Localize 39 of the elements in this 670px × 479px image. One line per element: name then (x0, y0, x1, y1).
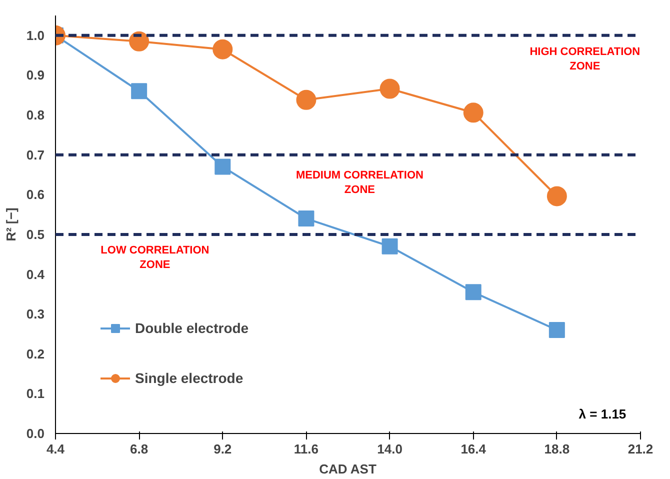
x-tick-label: 9.2 (214, 442, 232, 456)
y-tick-label: 0.3 (26, 306, 45, 322)
x-tick-label: 18.8 (544, 442, 570, 456)
y-tick-label: 0.7 (26, 147, 45, 162)
x-tick-label: 6.8 (130, 442, 148, 456)
x-tick-label: 14.0 (377, 442, 402, 456)
legend-label: Single electrode (135, 370, 244, 386)
x-tick-label: 11.6 (294, 442, 319, 456)
y-tick-label: 0.6 (26, 187, 45, 202)
point (298, 210, 314, 227)
y-tick-label: 0.1 (26, 386, 45, 402)
point (546, 186, 567, 206)
point (463, 102, 484, 123)
y-tick-label: 1.0 (26, 28, 45, 43)
point (296, 90, 316, 110)
x-axis-title: CAD AST (319, 462, 376, 476)
x-tick-label: 4.4 (46, 442, 66, 456)
point (548, 322, 565, 338)
y-axis-title: R² [−] (3, 208, 18, 242)
point (214, 158, 231, 175)
point (380, 78, 400, 99)
point (212, 39, 233, 60)
annotation: HIGH CORRELATION ZONE (530, 46, 640, 73)
y-tick-label: 0.0 (26, 426, 45, 441)
annotation: λ = 1.15 (578, 406, 626, 422)
point (131, 83, 148, 100)
y-tick-label: 0.4 (26, 266, 46, 282)
y-tick-label: 0.8 (26, 108, 45, 123)
point (465, 284, 482, 300)
x-tick-label: 16.4 (460, 442, 487, 456)
annotation: MEDIUM CORRELATION ZONE (296, 170, 424, 196)
y-tick-label: 0.9 (26, 68, 45, 83)
y-tick-label: 0.2 (26, 346, 45, 362)
annotation: LOW CORRELATION ZONE (100, 244, 210, 272)
x-tick-label: 21.2 (628, 442, 654, 456)
legend-label: Double electrode (135, 320, 249, 336)
point (129, 31, 150, 52)
y-tick-label: 0.5 (26, 226, 45, 242)
point (382, 238, 398, 254)
